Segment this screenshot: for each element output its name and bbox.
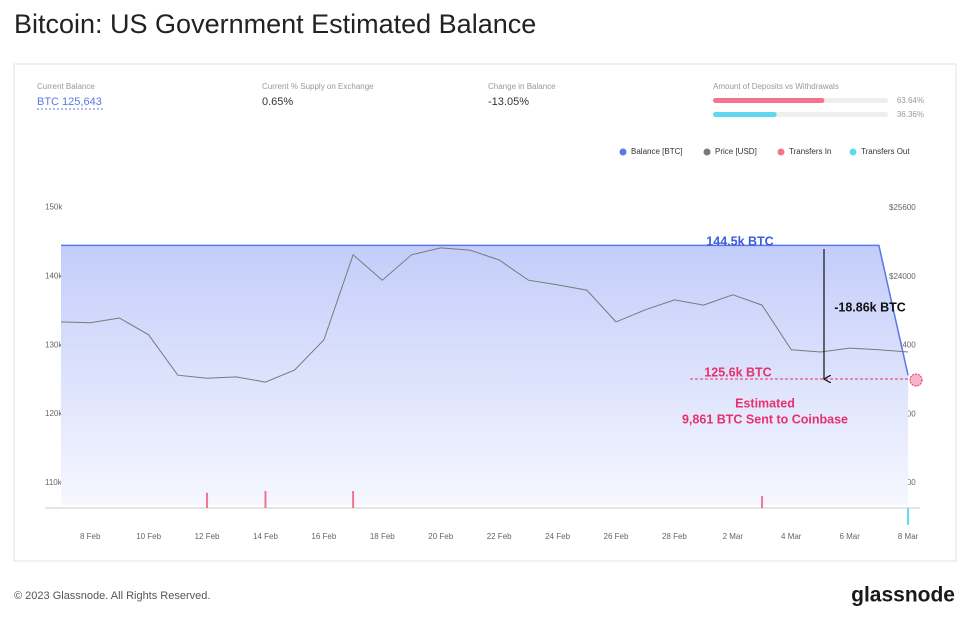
legend-swatch bbox=[619, 148, 627, 156]
flow-bar bbox=[713, 98, 825, 103]
flow-bar bbox=[713, 112, 777, 117]
annotation: 125.6k BTC bbox=[704, 365, 771, 379]
x-tick-label: 8 Feb bbox=[80, 532, 101, 541]
x-tick-label: 24 Feb bbox=[545, 532, 570, 541]
legend-label: Transfers Out bbox=[861, 147, 910, 156]
x-tick-label: 6 Mar bbox=[839, 532, 860, 541]
transfer-bar bbox=[352, 491, 355, 508]
x-tick-label: 20 Feb bbox=[428, 532, 453, 541]
x-tick-label: 18 Feb bbox=[370, 532, 395, 541]
legend-label: Transfers In bbox=[789, 147, 831, 156]
y-tick-label: 130k bbox=[45, 340, 63, 349]
flows-label: Amount of Deposits vs Withdrawals bbox=[713, 82, 839, 91]
annotation: -18.86k BTC bbox=[834, 300, 906, 314]
transfer-bar bbox=[907, 508, 910, 525]
legend-label: Balance [BTC] bbox=[631, 147, 683, 156]
price-line bbox=[60, 247, 909, 383]
y-tick-label: 140k bbox=[45, 272, 63, 281]
annotation: 144.5k BTC bbox=[706, 234, 773, 248]
legend-swatch bbox=[849, 148, 857, 156]
balance-line bbox=[61, 244, 909, 376]
stat-value: -13.05% bbox=[488, 96, 529, 108]
logo: glassnode bbox=[851, 584, 955, 607]
page-title: Bitcoin: US Government Estimated Balance bbox=[14, 9, 536, 39]
flow-value: 63.64% bbox=[897, 96, 924, 105]
y-tick-label: 110k bbox=[45, 478, 63, 487]
x-tick-label: 16 Feb bbox=[311, 532, 336, 541]
transfer-bar bbox=[264, 491, 267, 508]
legend-swatch bbox=[703, 148, 711, 156]
x-tick-label: 2 Mar bbox=[723, 532, 744, 541]
x-tick-label: 22 Feb bbox=[487, 532, 512, 541]
stat-value: BTC 125,643 bbox=[37, 96, 102, 108]
balance-area-fill bbox=[61, 245, 909, 505]
stat-label: Current Balance bbox=[37, 82, 95, 91]
estimate-dot bbox=[909, 373, 923, 387]
x-tick-label: 14 Feb bbox=[253, 532, 278, 541]
copyright: © 2023 Glassnode. All Rights Reserved. bbox=[14, 590, 210, 602]
y-tick-label: 120k bbox=[45, 409, 63, 418]
y-tick-label: 150k bbox=[45, 203, 63, 212]
legend-label: Price [USD] bbox=[715, 147, 757, 156]
legend-swatch bbox=[777, 148, 785, 156]
annotation: Estimated bbox=[735, 396, 795, 410]
x-tick-label: 8 Mar bbox=[898, 532, 919, 541]
x-tick-label: 10 Feb bbox=[136, 532, 161, 541]
flow-value: 36.36% bbox=[897, 110, 924, 119]
stat-label: Change in Balance bbox=[488, 82, 556, 91]
y2-tick-label: $22400 bbox=[889, 341, 916, 350]
x-tick-label: 26 Feb bbox=[604, 532, 629, 541]
x-tick-label: 28 Feb bbox=[662, 532, 687, 541]
transfer-bar bbox=[206, 492, 209, 508]
stat-value: 0.65% bbox=[262, 96, 293, 108]
x-tick-label: 4 Mar bbox=[781, 532, 802, 541]
transfer-bar bbox=[761, 496, 764, 508]
stat-label: Current % Supply on Exchange bbox=[262, 82, 374, 91]
x-tick-label: 12 Feb bbox=[195, 532, 220, 541]
y2-tick-label: $25600 bbox=[889, 203, 916, 212]
annotation: 9,861 BTC Sent to Coinbase bbox=[682, 412, 848, 426]
y2-tick-label: $24000 bbox=[889, 272, 916, 281]
